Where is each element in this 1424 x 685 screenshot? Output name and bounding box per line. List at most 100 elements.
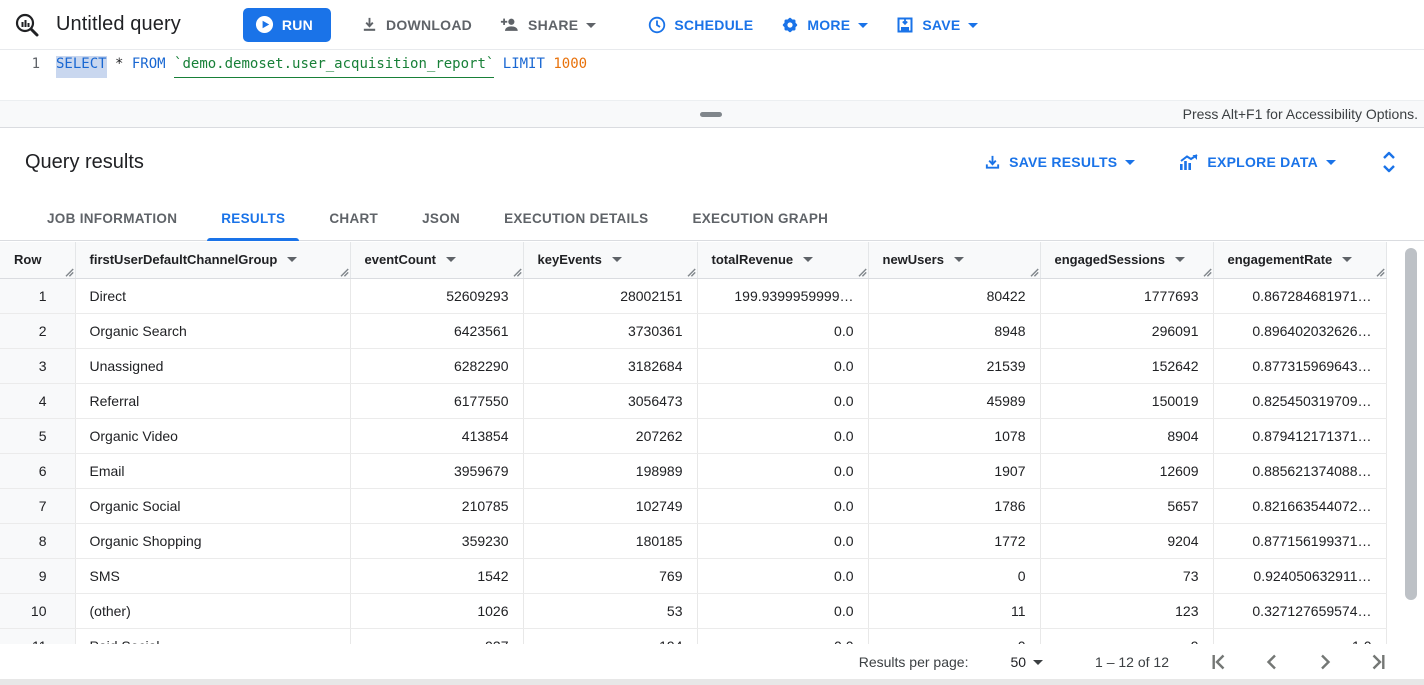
previous-page-button[interactable]	[1262, 652, 1282, 672]
column-header-totalrevenue[interactable]: totalRevenue	[697, 242, 869, 279]
column-label: firstUserDefaultChannelGroup	[89, 252, 278, 268]
run-button[interactable]: RUN	[242, 7, 332, 42]
bottom-edge-strip	[0, 679, 1424, 685]
column-label: Row	[14, 252, 42, 268]
column-header-eventcount[interactable]: eventCount	[350, 242, 524, 279]
next-page-button[interactable]	[1315, 652, 1335, 672]
column-resize-handle[interactable]	[687, 268, 696, 277]
download-icon	[363, 17, 376, 31]
sql-code-line[interactable]: 1 SELECT * FROM `demo.demoset.user_acqui…	[0, 56, 1424, 78]
column-resize-handle[interactable]	[1030, 268, 1039, 277]
column-resize-handle[interactable]	[858, 268, 867, 277]
row-number-cell: 11	[0, 628, 76, 644]
schedule-button[interactable]: SCHEDULE	[648, 16, 753, 34]
results-table: Row firstUserDefaultChannelGroup eventCoun…	[0, 242, 1387, 644]
tab-execution-graph[interactable]: EXECUTION GRAPH	[692, 210, 829, 226]
tab-results[interactable]: RESULTS	[199, 196, 307, 241]
table-cell: Organic Shopping	[75, 523, 351, 559]
sql-token-star: *	[106, 56, 132, 72]
query-title[interactable]: Untitled query	[56, 13, 181, 35]
row-number-cell: 2	[0, 313, 76, 349]
table-cell: 0.0	[697, 593, 869, 629]
tab-job-information[interactable]: JOB INFORMATION	[47, 210, 178, 226]
column-menu-caret-icon[interactable]	[1175, 257, 1186, 263]
column-header-keyevents[interactable]: keyEvents	[523, 242, 698, 279]
share-button[interactable]: SHARE	[500, 16, 597, 33]
table-cell: 1786	[868, 488, 1041, 524]
table-cell: 207262	[523, 418, 698, 454]
column-resize-handle[interactable]	[513, 268, 522, 277]
panel-drag-handle[interactable]	[700, 112, 722, 117]
table-cell: 102749	[523, 488, 698, 524]
column-label: eventCount	[364, 252, 437, 268]
table-cell: 0.877315969643…	[1213, 348, 1387, 384]
first-page-button[interactable]	[1209, 652, 1229, 672]
explore-data-button[interactable]: EXPLORE DATA	[1179, 153, 1336, 171]
table-cell: 0.879412171371…	[1213, 418, 1387, 454]
table-cell: 0.0	[697, 313, 869, 349]
table-cell: Direct	[75, 278, 351, 314]
explore-data-icon	[1180, 153, 1198, 170]
sql-editor[interactable]: 1 SELECT * FROM `demo.demoset.user_acqui…	[0, 50, 1424, 128]
column-header-engagedsessions[interactable]: engagedSessions	[1040, 242, 1214, 279]
column-resize-handle[interactable]	[1203, 268, 1212, 277]
column-header-engagementrate[interactable]: engagementRate	[1213, 242, 1387, 279]
table-row: 4 Referral 6177550 3056473 0.0 45989 150019 0.8…	[0, 383, 1387, 419]
column-menu-caret-icon[interactable]	[953, 257, 964, 263]
table-row: 3 Unassigned 6282290 3182684 0.0 21539 152642 0…	[0, 348, 1387, 384]
table-cell: 0.821663544072…	[1213, 488, 1387, 524]
sql-space	[494, 56, 502, 78]
table-cell: 21539	[868, 348, 1041, 384]
table-cell: SMS	[75, 558, 351, 594]
table-cell: 9204	[1040, 523, 1214, 559]
last-page-button[interactable]	[1368, 652, 1388, 672]
results-table-container: Row firstUserDefaultChannelGroup eventCoun…	[0, 242, 1424, 644]
table-scrollbar-thumb[interactable]	[1405, 248, 1417, 600]
page-size-select[interactable]: 50	[1010, 654, 1044, 670]
table-cell: 0.0	[697, 418, 869, 454]
expand-collapse-button[interactable]	[1380, 150, 1398, 174]
download-button[interactable]: DOWNLOAD	[361, 16, 472, 33]
column-header-row[interactable]: Row	[0, 242, 76, 279]
column-header-firstuserdefaultchannelgroup[interactable]: firstUserDefaultChannelGroup	[75, 242, 351, 279]
table-cell: Organic Video	[75, 418, 351, 454]
table-cell: (other)	[75, 593, 351, 629]
table-cell: 0.896402032626…	[1213, 313, 1387, 349]
table-scrollbar-track[interactable]	[1403, 243, 1419, 644]
column-menu-caret-icon[interactable]	[1342, 257, 1353, 263]
column-menu-caret-icon[interactable]	[287, 257, 298, 263]
first-page-icon	[1212, 654, 1225, 669]
column-menu-caret-icon[interactable]	[446, 257, 456, 263]
tab-execution-details[interactable]: EXECUTION DETAILS	[504, 210, 649, 226]
table-cell: 199.9399959999…	[697, 278, 869, 314]
save-icon	[897, 17, 913, 32]
tab-json[interactable]: JSON	[422, 210, 461, 226]
tab-chart[interactable]: CHART	[329, 210, 379, 226]
table-cell: 6177550	[350, 383, 524, 419]
column-resize-handle[interactable]	[1376, 268, 1385, 277]
row-number-cell: 1	[0, 278, 76, 314]
table-cell: 73	[1040, 558, 1214, 594]
column-resize-handle[interactable]	[65, 268, 74, 277]
column-menu-caret-icon[interactable]	[803, 257, 814, 263]
results-header: Query results SAVE RESULTS EXPLORE D	[0, 128, 1424, 196]
table-cell: 28002151	[523, 278, 698, 314]
gear-icon	[783, 17, 798, 32]
sql-token-limit: LIMIT	[502, 56, 545, 72]
chevron-down-icon	[968, 22, 979, 28]
table-cell: 0.867284681971…	[1213, 278, 1387, 314]
column-menu-caret-icon[interactable]	[611, 257, 622, 263]
save-button[interactable]: SAVE	[896, 16, 979, 34]
row-number-cell: 10	[0, 593, 76, 629]
column-header-newusers[interactable]: newUsers	[868, 242, 1041, 279]
sql-token-table-ref: `demo.demoset.user_acquisition_report`	[174, 56, 495, 78]
table-cell: 9	[1040, 628, 1214, 644]
more-button[interactable]: MORE	[781, 16, 869, 34]
table-cell: Email	[75, 453, 351, 489]
column-resize-handle[interactable]	[340, 268, 349, 277]
save-results-icon	[985, 155, 1000, 169]
save-results-button[interactable]: SAVE RESULTS	[984, 154, 1136, 171]
table-cell: 3182684	[523, 348, 698, 384]
table-cell: 6423561	[350, 313, 524, 349]
chevron-down-icon	[586, 22, 597, 28]
